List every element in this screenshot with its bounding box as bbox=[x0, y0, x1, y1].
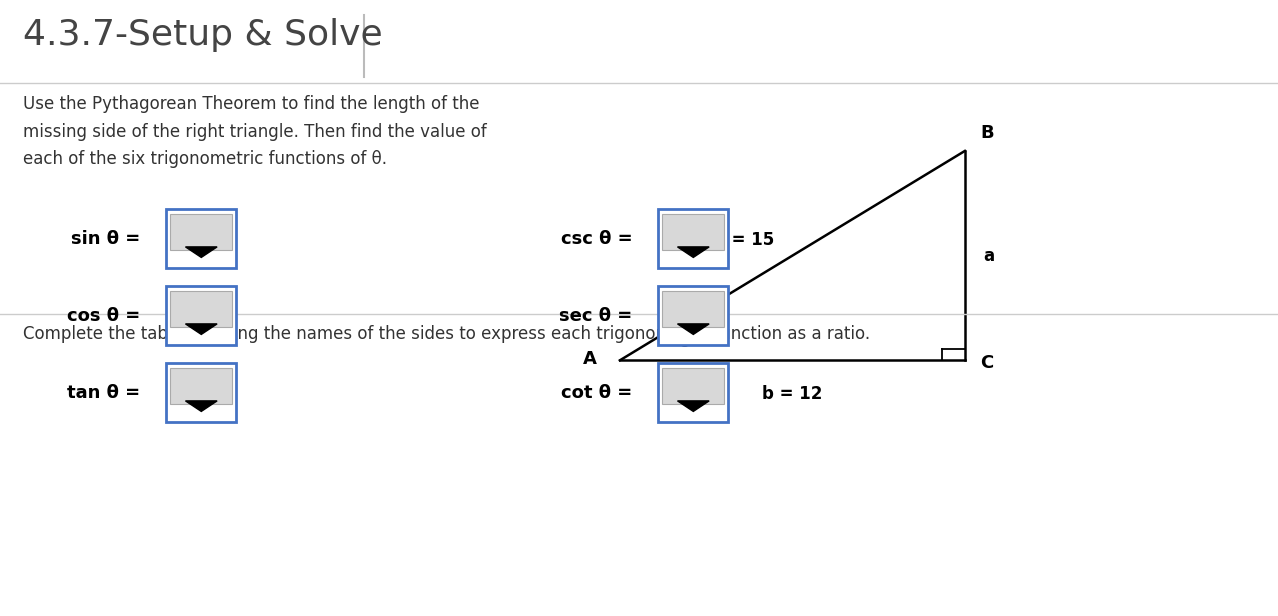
Text: cos θ =: cos θ = bbox=[68, 307, 141, 325]
Polygon shape bbox=[185, 401, 217, 411]
Text: csc θ =: csc θ = bbox=[561, 230, 633, 248]
Text: C: C bbox=[980, 354, 993, 373]
Polygon shape bbox=[677, 324, 709, 334]
FancyBboxPatch shape bbox=[170, 291, 233, 328]
FancyBboxPatch shape bbox=[662, 368, 725, 405]
Text: Complete the table by using the names of the sides to express each trigonometric: Complete the table by using the names of… bbox=[23, 325, 870, 343]
Text: B: B bbox=[980, 124, 994, 142]
FancyBboxPatch shape bbox=[170, 368, 233, 405]
Polygon shape bbox=[677, 401, 709, 411]
Text: b = 12: b = 12 bbox=[762, 385, 823, 403]
FancyBboxPatch shape bbox=[662, 291, 725, 328]
Polygon shape bbox=[185, 247, 217, 257]
Polygon shape bbox=[677, 247, 709, 257]
Text: 4.3.7-Setup & Solve: 4.3.7-Setup & Solve bbox=[23, 18, 382, 52]
FancyBboxPatch shape bbox=[662, 214, 725, 251]
FancyBboxPatch shape bbox=[658, 209, 728, 268]
Polygon shape bbox=[185, 324, 217, 334]
FancyBboxPatch shape bbox=[658, 363, 728, 422]
FancyBboxPatch shape bbox=[166, 363, 236, 422]
Text: a: a bbox=[983, 246, 994, 265]
FancyBboxPatch shape bbox=[170, 214, 233, 251]
Text: Use the Pythagorean Theorem to find the length of the
missing side of the right : Use the Pythagorean Theorem to find the … bbox=[23, 95, 487, 168]
FancyBboxPatch shape bbox=[658, 286, 728, 345]
Text: A: A bbox=[583, 350, 597, 368]
Text: cot θ =: cot θ = bbox=[561, 384, 633, 402]
Text: sin θ =: sin θ = bbox=[72, 230, 141, 248]
Text: c = 15: c = 15 bbox=[716, 231, 774, 249]
Text: tan θ =: tan θ = bbox=[68, 384, 141, 402]
FancyBboxPatch shape bbox=[166, 209, 236, 268]
Text: sec θ =: sec θ = bbox=[560, 307, 633, 325]
FancyBboxPatch shape bbox=[166, 286, 236, 345]
Text: θ: θ bbox=[679, 333, 689, 351]
